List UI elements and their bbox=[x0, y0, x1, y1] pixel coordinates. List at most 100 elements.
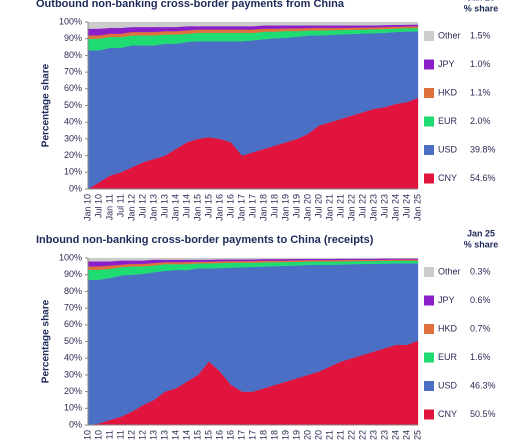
legend-swatch bbox=[424, 173, 434, 184]
chart-title: Inbound non-banking cross-border payment… bbox=[36, 234, 374, 246]
legend-label: USD bbox=[438, 380, 458, 390]
x-tick-label: Jan 14 bbox=[170, 430, 180, 442]
legend-swatch bbox=[424, 324, 434, 334]
x-tick-label: Jan 15 bbox=[192, 430, 202, 442]
legend-label: JPY bbox=[438, 59, 455, 69]
legend-label: EUR bbox=[438, 116, 458, 126]
x-tick-label: Jul 23 bbox=[379, 430, 389, 442]
x-tick-label: Jan 10 bbox=[82, 194, 92, 221]
x-tick-label: Jul 24 bbox=[401, 194, 411, 218]
x-tick-label: Jul 13 bbox=[159, 194, 169, 218]
y-tick-label: 100% bbox=[59, 252, 82, 262]
x-tick-label: Jul 11 bbox=[115, 194, 125, 217]
x-tick-label: Jan 14 bbox=[170, 194, 180, 221]
x-tick-label: Jul 10 bbox=[93, 430, 103, 442]
x-tick-label: Jan 19 bbox=[280, 430, 290, 442]
legend-share: 2.0% bbox=[470, 116, 491, 126]
area-other bbox=[87, 21, 419, 29]
x-tick-label: Jan 17 bbox=[236, 194, 246, 221]
legend-label: HKD bbox=[438, 87, 458, 97]
x-tick-label: Jan 12 bbox=[126, 194, 136, 221]
x-tick-label: Jan 20 bbox=[302, 430, 312, 442]
x-tick-label: Jul 18 bbox=[269, 430, 279, 442]
legend-label: Other bbox=[438, 266, 461, 276]
x-tick-label: Jul 21 bbox=[335, 194, 345, 218]
x-tick-label: Jul 16 bbox=[225, 194, 235, 218]
y-tick-label: 80% bbox=[64, 50, 82, 60]
legend-share: 1.0% bbox=[470, 59, 491, 69]
y-tick-label: 30% bbox=[64, 133, 82, 143]
x-tick-label: Jan 24 bbox=[390, 194, 400, 221]
x-tick-label: Jul 15 bbox=[203, 430, 213, 442]
x-tick-label: Jul 17 bbox=[247, 430, 257, 442]
y-axis-label: Percentage share bbox=[41, 63, 52, 147]
x-tick-label: Jul 15 bbox=[203, 194, 213, 218]
area-other bbox=[87, 257, 419, 262]
legend-title: % share bbox=[464, 239, 499, 249]
y-tick-label: 90% bbox=[64, 269, 82, 279]
legend-share: 0.6% bbox=[470, 295, 491, 305]
x-tick-label: Jan 18 bbox=[258, 194, 268, 221]
x-tick-label: Jan 19 bbox=[280, 194, 290, 221]
x-tick-label: Jul 21 bbox=[335, 430, 345, 442]
y-tick-label: 10% bbox=[64, 167, 82, 177]
x-tick-label: Jul 14 bbox=[181, 194, 191, 218]
x-tick-label: Jul 24 bbox=[401, 430, 411, 442]
x-tick-label: Jan 10 bbox=[82, 430, 92, 442]
legend-title: Jan 25 bbox=[467, 228, 495, 238]
x-tick-label: Jan 23 bbox=[368, 430, 378, 442]
legend-label: CNY bbox=[438, 173, 457, 183]
x-tick-label: Jul 20 bbox=[313, 430, 323, 442]
y-tick-label: 0% bbox=[69, 183, 82, 193]
x-tick-label: Jul 10 bbox=[93, 194, 103, 218]
x-tick-label: Jan 11 bbox=[104, 194, 114, 220]
x-tick-label: Jul 14 bbox=[181, 430, 191, 442]
y-tick-label: 70% bbox=[64, 66, 82, 76]
legend-title: % share bbox=[464, 3, 499, 13]
x-tick-label: Jan 21 bbox=[324, 194, 334, 221]
y-tick-label: 30% bbox=[64, 369, 82, 379]
legend-share: 39.8% bbox=[470, 144, 496, 154]
x-tick-label: Jan 18 bbox=[258, 430, 268, 442]
y-tick-label: 60% bbox=[64, 83, 82, 93]
y-tick-label: 60% bbox=[64, 319, 82, 329]
legend-swatch bbox=[424, 88, 434, 98]
x-tick-label: Jul 16 bbox=[225, 430, 235, 442]
legend-swatch bbox=[424, 352, 434, 363]
x-tick-label: Jul 19 bbox=[291, 430, 301, 442]
legend-swatch bbox=[424, 409, 434, 420]
legend-share: 1.5% bbox=[470, 30, 491, 40]
legend-swatch bbox=[424, 145, 434, 155]
legend-label: USD bbox=[438, 144, 458, 154]
x-tick-label: Jan 22 bbox=[346, 430, 356, 442]
legend-swatch bbox=[424, 31, 434, 41]
legend-label: CNY bbox=[438, 409, 457, 419]
x-tick-label: Jul 22 bbox=[357, 194, 367, 218]
x-tick-label: Jan 24 bbox=[390, 430, 400, 442]
x-tick-label: Jul 19 bbox=[291, 194, 301, 218]
legend-share: 46.3% bbox=[470, 380, 496, 390]
x-tick-label: Jan 16 bbox=[214, 430, 224, 442]
legend-label: Other bbox=[438, 30, 461, 40]
legend-share: 0.7% bbox=[470, 323, 491, 333]
x-tick-label: Jan 21 bbox=[324, 430, 334, 442]
x-tick-label: Jul 12 bbox=[137, 430, 147, 442]
y-axis-label: Percentage share bbox=[41, 299, 52, 383]
y-tick-label: 10% bbox=[64, 403, 82, 413]
x-tick-label: Jul 20 bbox=[313, 194, 323, 218]
x-tick-label: Jan 23 bbox=[368, 194, 378, 221]
y-tick-label: 40% bbox=[64, 353, 82, 363]
y-tick-label: 50% bbox=[64, 100, 82, 110]
x-tick-label: Jul 11 bbox=[115, 430, 125, 442]
y-tick-label: 100% bbox=[59, 16, 82, 26]
y-tick-label: 80% bbox=[64, 286, 82, 296]
y-tick-label: 40% bbox=[64, 117, 82, 127]
y-tick-label: 50% bbox=[64, 336, 82, 346]
y-tick-label: 20% bbox=[64, 150, 82, 160]
y-tick-label: 70% bbox=[64, 302, 82, 312]
x-tick-label: Jan 17 bbox=[236, 430, 246, 442]
x-tick-label: Jul 13 bbox=[159, 430, 169, 442]
legend-swatch bbox=[424, 295, 434, 306]
legend-share: 0.3% bbox=[470, 266, 491, 276]
